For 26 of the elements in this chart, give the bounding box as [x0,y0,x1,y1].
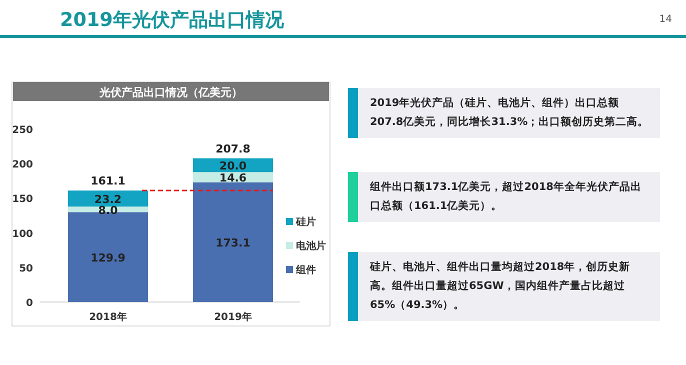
y-tick-label: 250 [12,125,34,136]
y-tick-label: 0 [26,298,34,309]
data-label: 14.6 [219,172,247,185]
bar [68,190,148,207]
chart-subtitle: 光伏产品出口情况（亿美元） [98,86,242,99]
total-label: 207.8 [216,142,250,156]
y-tick-label: 200 [12,160,34,171]
x-tick-label: 2019年 [214,311,252,323]
data-label: 129.9 [90,252,126,265]
y-tick-label: 150 [12,194,34,206]
text: 硅片、电池片、组件出口量均超过2018年，创历史新高。组件出口量超过65GW，国内组件产量占比超过65%（49.3%）。 [370,261,630,311]
data-label: 23.2 [94,193,122,206]
text: 14 [659,14,672,25]
legend-label: 电池片 [296,240,326,252]
chart-title: 2019年光伏产品出口情况 [60,9,285,31]
text: 2019年光伏产品（硅片、电池片、组件）出口总额207.8亿美元，同比增长31.3%；出口额创历史第二高。 [370,97,649,128]
text: 组件出口额173.1亿美元，超过2018年全年光伏产品出口总额（161.1亿美元）。 [370,181,642,212]
y-tick-label: 50 [19,263,34,274]
legend-label: 组件 [295,264,316,276]
x-tick-label: 2018年 [89,311,127,323]
y-tick-label: 100 [12,228,34,240]
data-label: 173.1 [216,236,250,250]
bar [193,182,273,302]
data-label: 20.0 [219,160,247,173]
total-label: 161.1 [90,174,126,188]
legend-label: 硅片 [295,216,316,228]
